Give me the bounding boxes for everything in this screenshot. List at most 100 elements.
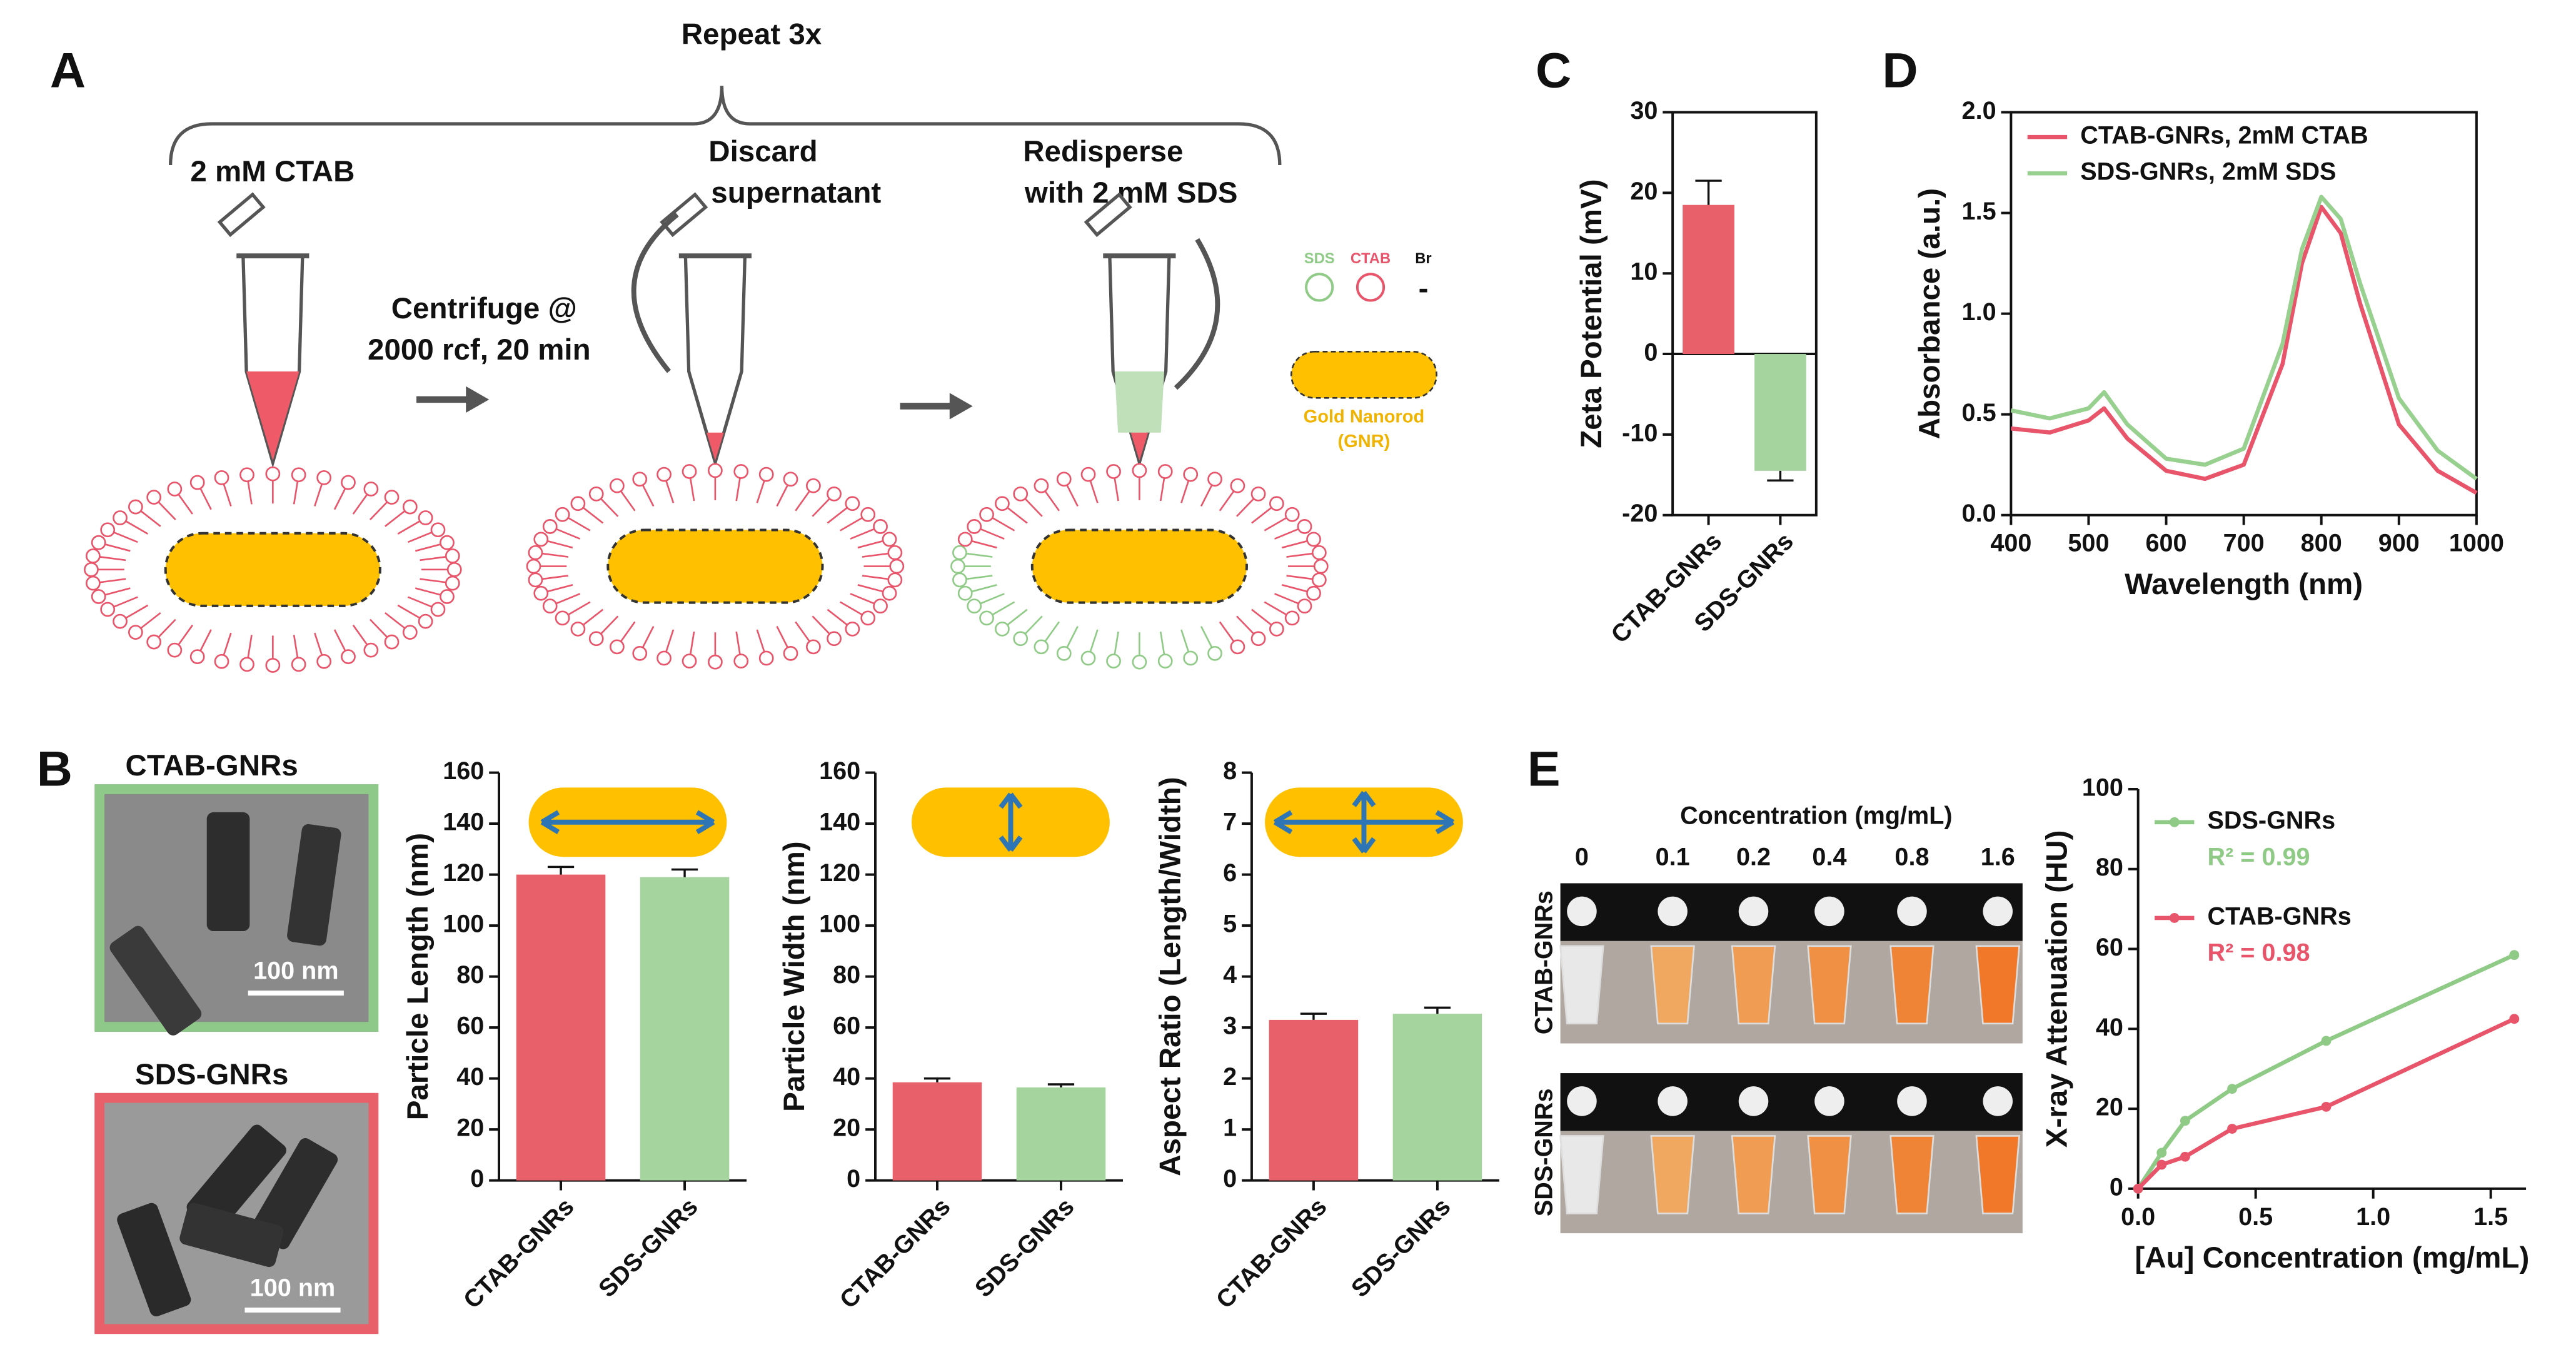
fit-line bbox=[2136, 1017, 2515, 1191]
legend-label: CTAB-GNRs bbox=[2208, 902, 2352, 930]
y-tick-label: -20 bbox=[1622, 500, 1658, 527]
point bbox=[2156, 1159, 2167, 1170]
arrow bbox=[416, 386, 490, 413]
surfactant-head bbox=[526, 558, 541, 574]
photo-column-label: 0.4 bbox=[1812, 843, 1846, 870]
surfactant-head bbox=[1183, 650, 1199, 666]
surfactant-head bbox=[1284, 610, 1300, 626]
surfactant-head bbox=[952, 572, 967, 588]
x-tick-label: 1.5 bbox=[2473, 1203, 2508, 1231]
surfactant-head bbox=[570, 621, 586, 637]
surfactant-head bbox=[1157, 464, 1173, 479]
y-tick-label: -10 bbox=[1622, 419, 1658, 446]
y-tick-label: 10 bbox=[1630, 258, 1658, 286]
arrow-icon bbox=[999, 792, 1023, 852]
surfactant-head bbox=[363, 642, 379, 658]
surfactant-head bbox=[1157, 653, 1173, 669]
surfactant-head bbox=[995, 496, 1010, 512]
error-bar bbox=[1424, 1006, 1451, 1014]
panel-label: A bbox=[50, 43, 86, 98]
surfactant-head bbox=[733, 464, 749, 479]
legend-label: CTAB bbox=[1351, 250, 1391, 267]
bar bbox=[892, 1082, 982, 1181]
x-tick-label: 800 bbox=[2301, 530, 2342, 557]
y-tick-label: 160 bbox=[443, 757, 484, 785]
vial bbox=[1559, 1135, 1604, 1214]
tube-cap bbox=[1084, 192, 1132, 238]
surfactant-head bbox=[533, 532, 549, 547]
y-tick-label: 0 bbox=[2110, 1173, 2123, 1201]
step-label: Redisperse bbox=[1023, 135, 1183, 168]
surfactant-head bbox=[146, 490, 162, 505]
arrow bbox=[1174, 238, 1220, 390]
surfactant-head bbox=[570, 496, 586, 512]
surfactant-head bbox=[1311, 545, 1327, 560]
y-tick-label: 6 bbox=[1223, 859, 1237, 887]
surfactant-head bbox=[445, 548, 460, 563]
surfactant-head bbox=[100, 602, 116, 617]
photo-strip bbox=[1560, 1073, 2023, 1131]
step-label: Centrifuge @ bbox=[391, 292, 577, 325]
surfactant-head bbox=[1013, 631, 1029, 647]
liquid bbox=[1130, 432, 1149, 461]
liquid bbox=[707, 432, 724, 461]
point bbox=[2156, 1148, 2167, 1158]
x-tick-label: SDS-GNRs bbox=[1346, 1193, 1456, 1303]
surfactant-head bbox=[708, 654, 723, 670]
photo-column-label: 0.1 bbox=[1656, 843, 1690, 870]
step-label: with 2 mM SDS bbox=[1024, 176, 1238, 209]
ct-spot bbox=[1814, 1086, 1844, 1116]
legend-label: SDS-GNRs bbox=[2208, 807, 2336, 834]
surfactant-head bbox=[1269, 496, 1284, 512]
surfactant-head bbox=[189, 649, 205, 665]
rod bbox=[179, 1203, 284, 1268]
y-tick-label: 140 bbox=[819, 809, 860, 836]
rod bbox=[206, 812, 250, 932]
surfactant-head bbox=[1013, 486, 1029, 502]
rod-icon bbox=[1290, 351, 1437, 399]
surfactant-head bbox=[1106, 653, 1121, 669]
y-tick-label: 4 bbox=[1223, 961, 1237, 989]
surfactant-head bbox=[1034, 478, 1049, 493]
step-label: supernatant bbox=[711, 176, 881, 209]
surfactant-head bbox=[128, 499, 143, 515]
surfactant-head bbox=[1297, 598, 1312, 614]
surfactant-head bbox=[86, 575, 101, 591]
photo: 0 0.1 0.2 0.4 0.8 1.6 CTAB-GNRs SDS-GNRs bbox=[1530, 843, 2023, 1234]
scale-label: 100 nm bbox=[250, 1274, 335, 1301]
panel-label: D bbox=[1882, 43, 1918, 98]
y-tick-label: 0 bbox=[1644, 338, 1658, 366]
surfactant-head bbox=[291, 467, 306, 483]
legend-label: Br bbox=[1415, 250, 1431, 267]
nanorod bbox=[164, 532, 381, 607]
rod bbox=[251, 1138, 338, 1249]
y-tick-label: 0 bbox=[847, 1165, 860, 1193]
surfactant-head bbox=[632, 645, 648, 661]
y-axis-label: Particle Length (nm) bbox=[401, 833, 435, 1120]
surfactant-head bbox=[91, 535, 106, 550]
bar bbox=[1683, 204, 1734, 355]
photo-column-label: 0.2 bbox=[1736, 843, 1771, 870]
surfactant-head bbox=[882, 532, 897, 547]
legend-marker bbox=[2169, 817, 2180, 827]
y-tick-label: 0.0 bbox=[1962, 500, 1996, 527]
surfactant-head bbox=[341, 475, 356, 490]
surfactant-head bbox=[1132, 654, 1147, 670]
surfactant-head bbox=[84, 562, 99, 577]
y-tick-label: 100 bbox=[819, 910, 860, 938]
photo-row-label: CTAB-GNRs bbox=[1530, 890, 1557, 1034]
surfactant-head bbox=[957, 532, 973, 547]
surfactant-head bbox=[384, 490, 400, 505]
fit-line bbox=[2136, 953, 2515, 1190]
surfactant-head bbox=[967, 519, 982, 534]
legend-label: SDS bbox=[1304, 250, 1335, 267]
vial bbox=[1975, 945, 2020, 1025]
ct-spot bbox=[1658, 896, 1688, 927]
y-tick-label: 80 bbox=[456, 961, 484, 989]
vial bbox=[1650, 945, 1695, 1025]
legend-marker bbox=[2169, 912, 2180, 923]
y-tick-label: 160 bbox=[819, 757, 860, 785]
y-tick-label: 40 bbox=[833, 1063, 860, 1091]
surfactant-head bbox=[957, 585, 973, 601]
